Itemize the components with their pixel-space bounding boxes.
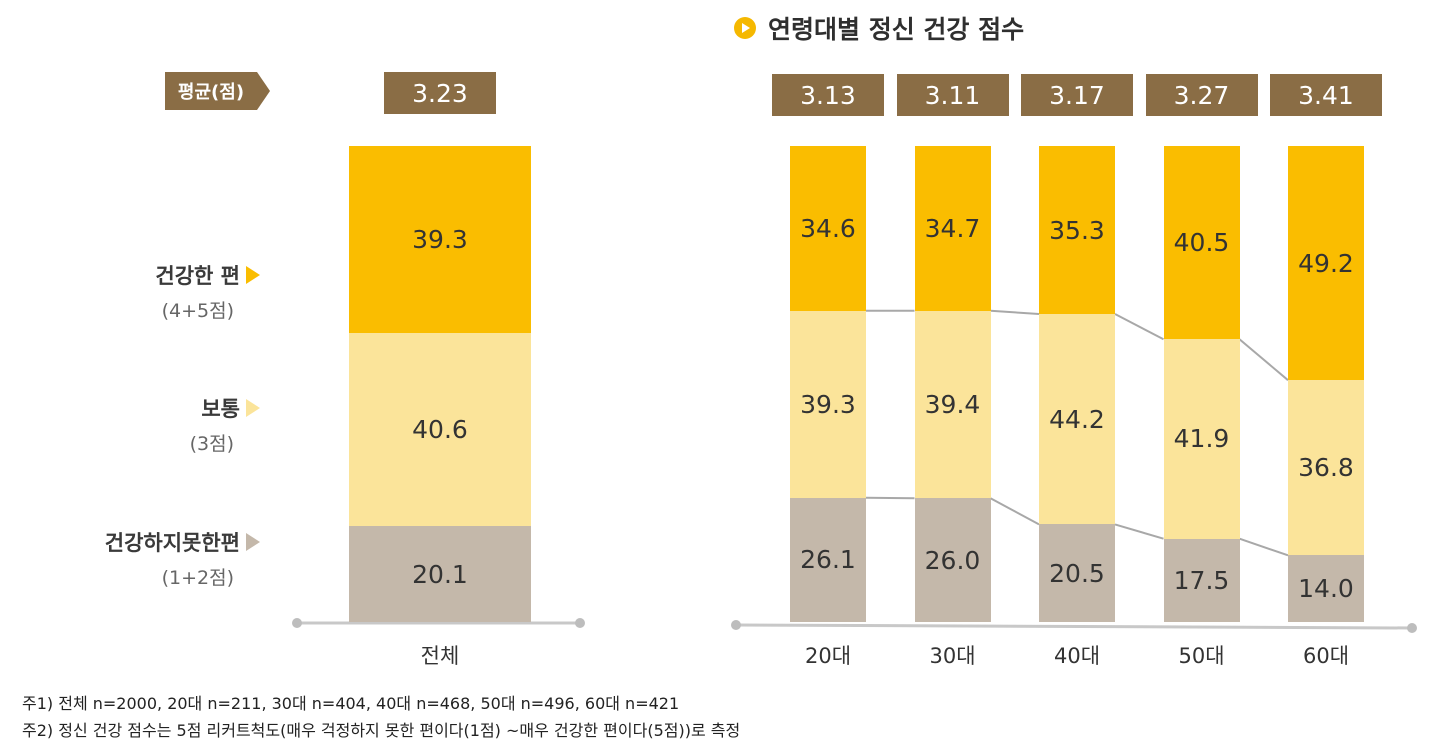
legend-healthy: 건강한 편 (4+5점) (0, 260, 260, 323)
x-tick-label: 40대 (1053, 644, 1101, 668)
bar-segment-normal: 41.9 (1163, 339, 1240, 539)
data-label: 20.5 (1049, 558, 1105, 588)
bar-segment-healthy: 39.3 (349, 146, 531, 334)
data-label: 26.0 (924, 545, 981, 575)
bar-segment-healthy: 34.7 (914, 145, 991, 311)
bar-segment-healthy: 49.2 (1288, 146, 1364, 381)
legend-healthy-sub: (4+5점) (161, 300, 234, 322)
chart-title: 연령대별 정신 건강 점수 (734, 12, 1024, 44)
data-label: 39.3 (412, 225, 468, 255)
legend-unhealthy-label: 건강하지못한편 (104, 531, 240, 555)
bar-segment-healthy: 35.3 (1039, 146, 1115, 315)
connector-line (1114, 313, 1164, 341)
legend-normal: 보통 (3점) (0, 393, 260, 456)
baseline-total-right-dot (575, 618, 585, 628)
baseline-age-left-dot (731, 620, 741, 630)
x-tick-label: 30대 (929, 644, 976, 668)
bar-segment-normal: 36.8 (1288, 380, 1364, 556)
legend-unhealthy: 건강하지못한편 (1+2점) (0, 527, 260, 590)
legend-normal-sub: (3점) (189, 433, 234, 455)
average-score-badge: 3.13 (772, 74, 884, 116)
play-circle-icon (734, 17, 756, 39)
x-tick-label: 전체 (420, 644, 460, 668)
legend-unhealthy-sub: (1+2점) (161, 567, 234, 589)
connector-line (1238, 338, 1289, 381)
data-label: 49.2 (1298, 248, 1354, 278)
bar-segment-unhealthy: 14.0 (1288, 555, 1364, 622)
average-score-badge: 3.41 (1270, 74, 1382, 116)
connector-line (1114, 523, 1164, 540)
footnote-2: 주2) 정신 건강 점수는 5점 리커트척도(매우 걱정하지 못한 편이다(1점… (22, 721, 741, 740)
data-label: 39.3 (800, 389, 856, 419)
data-label: 35.3 (1049, 215, 1105, 245)
baseline-total-left-dot (292, 618, 302, 628)
connector-line (990, 497, 1040, 526)
bar-segment-unhealthy: 20.5 (1039, 524, 1115, 622)
bar-segment-normal: 40.6 (349, 333, 531, 527)
triangle-right-icon (246, 399, 260, 417)
data-label: 39.4 (924, 389, 981, 419)
average-score-badge: 3.23 (384, 72, 496, 114)
bar-segment-unhealthy: 26.0 (914, 498, 991, 622)
baseline-age (735, 623, 1413, 630)
connector-line (1239, 537, 1289, 557)
triangle-right-icon (246, 533, 260, 551)
legend-healthy-label: 건강한 편 (155, 264, 240, 288)
average-label-tag: 평균(점) (165, 72, 270, 110)
bar-segment-normal: 44.2 (1039, 314, 1115, 525)
footnote-1: 주1) 전체 n=2000, 20대 n=211, 30대 n=404, 40대… (22, 694, 680, 713)
x-tick-label: 50대 (1178, 644, 1225, 668)
average-score-badge: 3.27 (1145, 74, 1258, 116)
bar-segment-unhealthy: 26.1 (790, 497, 866, 622)
data-label: 20.1 (412, 559, 468, 589)
data-label: 14.0 (1298, 574, 1354, 604)
data-label: 44.2 (1049, 404, 1105, 434)
triangle-right-icon (246, 266, 260, 284)
connector-line (990, 309, 1040, 316)
x-tick-label: 60대 (1302, 644, 1350, 668)
data-label: 40.6 (412, 415, 468, 445)
bar-segment-normal: 39.4 (914, 310, 991, 499)
average-score-badge: 3.11 (896, 74, 1009, 116)
bar-segment-healthy: 34.6 (790, 146, 866, 311)
bar-segment-normal: 39.3 (790, 310, 866, 498)
legend-normal-label: 보통 (201, 397, 240, 421)
chart-title-text: 연령대별 정신 건강 점수 (768, 15, 1025, 44)
data-label: 41.9 (1173, 424, 1230, 454)
baseline-age-right-dot (1407, 623, 1417, 633)
bar-segment-unhealthy: 20.1 (349, 526, 531, 622)
x-tick-label: 20대 (804, 644, 852, 668)
data-label: 34.6 (800, 213, 856, 243)
data-label: 17.5 (1173, 565, 1230, 595)
bar-segment-unhealthy: 17.5 (1163, 538, 1240, 622)
data-label: 40.5 (1173, 228, 1230, 258)
average-score-badge: 3.17 (1021, 74, 1133, 116)
bar-segment-healthy: 40.5 (1163, 146, 1240, 340)
data-label: 34.7 (924, 213, 981, 243)
data-label: 36.8 (1298, 453, 1354, 483)
data-label: 26.1 (800, 545, 856, 575)
